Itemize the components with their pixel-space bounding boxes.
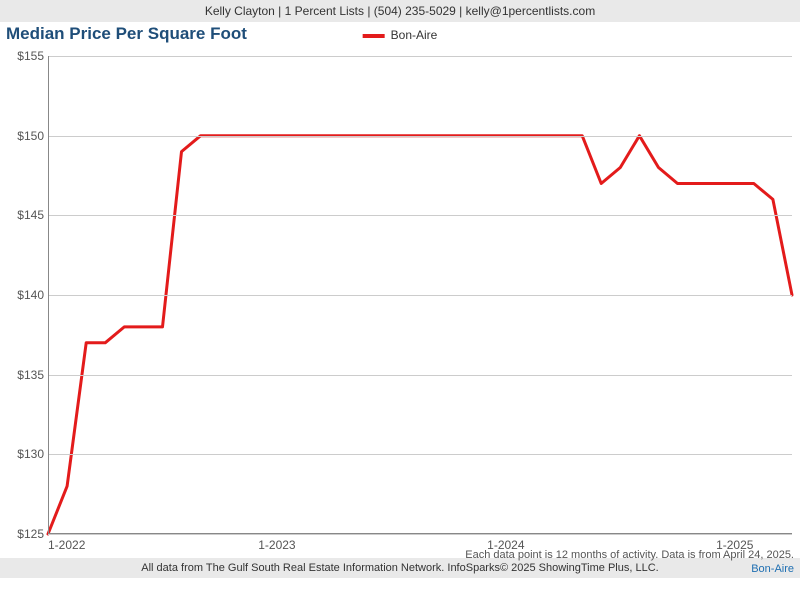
- plot-area: [48, 56, 792, 534]
- x-tick-label: 1-2023: [258, 538, 295, 552]
- legend-swatch: [363, 34, 385, 38]
- y-tick-label: $140: [4, 288, 44, 302]
- series-line: [48, 136, 792, 534]
- footnote-line1: Each data point is 12 months of activity…: [465, 549, 794, 561]
- y-gridline: [48, 375, 792, 376]
- y-gridline: [48, 295, 792, 296]
- y-axis-line: [48, 56, 49, 534]
- footnote-region: Bon-Aire: [751, 563, 794, 575]
- y-tick-label: $155: [4, 49, 44, 63]
- x-axis-line: [48, 533, 792, 534]
- y-tick-label: $130: [4, 447, 44, 461]
- y-gridline: [48, 136, 792, 137]
- y-gridline: [48, 454, 792, 455]
- y-gridline: [48, 56, 792, 57]
- y-tick-label: $150: [4, 129, 44, 143]
- header-bar: Kelly Clayton | 1 Percent Lists | (504) …: [0, 0, 800, 22]
- y-gridline: [48, 534, 792, 535]
- chart-area: $125 $130 $135 $140 $145 $150 $155 1-2022 1-2023…: [0, 50, 800, 558]
- header-text: Kelly Clayton | 1 Percent Lists | (504) …: [205, 4, 595, 18]
- y-gridline: [48, 215, 792, 216]
- y-tick-label: $125: [4, 527, 44, 541]
- title-row: Median Price Per Square Foot Bon-Aire: [0, 22, 800, 50]
- legend: Bon-Aire: [363, 28, 438, 42]
- footnote: Each data point is 12 months of activity…: [465, 548, 794, 576]
- x-tick-label: 1-2022: [48, 538, 85, 552]
- chart-title: Median Price Per Square Foot: [6, 24, 247, 44]
- y-tick-label: $135: [4, 368, 44, 382]
- y-tick-label: $145: [4, 208, 44, 222]
- legend-label: Bon-Aire: [391, 28, 438, 42]
